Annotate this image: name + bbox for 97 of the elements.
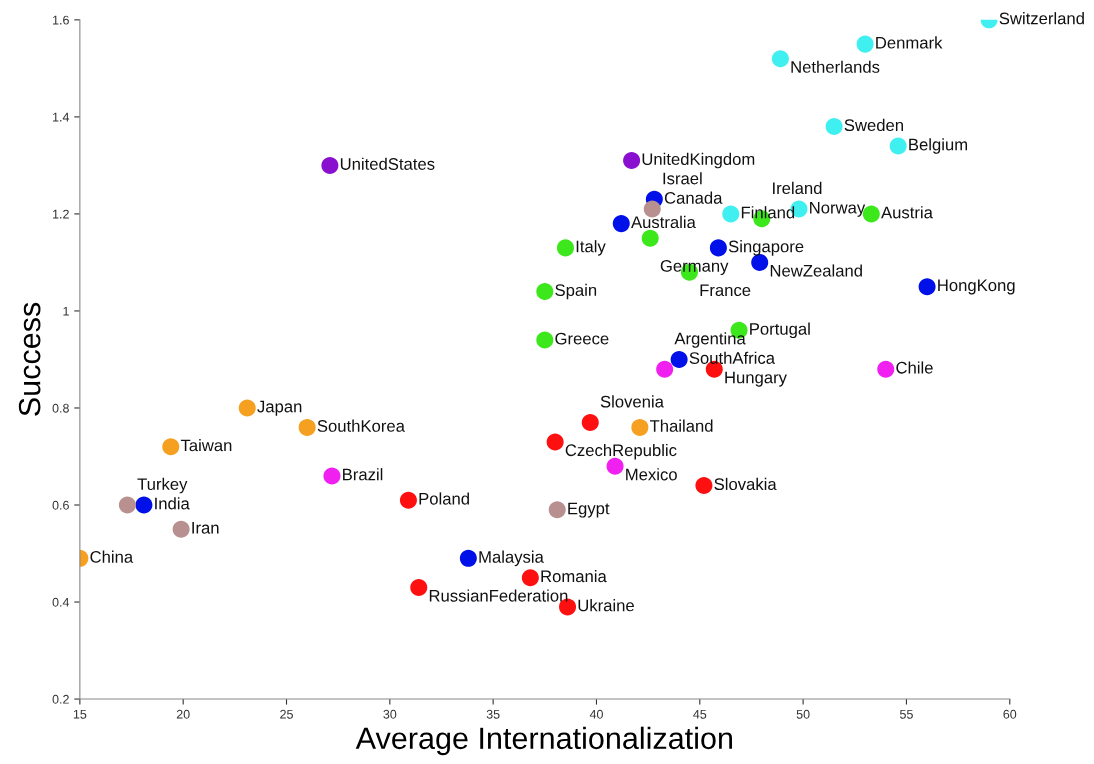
- annotation: Greece: [555, 332, 609, 345]
- annotation: Sweden: [844, 118, 903, 132]
- point: [135, 496, 153, 514]
- annotation: Mexico: [626, 468, 677, 481]
- x-tick-label: 20: [176, 709, 190, 719]
- annotation: UnitedStates: [340, 157, 435, 170]
- point: [641, 229, 659, 247]
- annotation: HongKong: [938, 279, 1015, 295]
- annotation: Brazil: [343, 468, 383, 481]
- point: [298, 418, 316, 436]
- y-tick-label: 1: [63, 306, 69, 316]
- annotation: SouthKorea: [317, 419, 405, 432]
- annotation: Romania: [541, 570, 607, 583]
- x-tick-label: 45: [693, 709, 707, 719]
- y-tick-label: 0.8: [52, 403, 69, 413]
- point: [548, 501, 566, 519]
- annotation: Switzerland: [999, 12, 1084, 25]
- annotation: Spain: [555, 283, 597, 300]
- point: [670, 350, 688, 368]
- point: [722, 205, 740, 223]
- point: [118, 496, 136, 514]
- point: [162, 438, 180, 456]
- point: [877, 360, 895, 378]
- annotation: Thailand: [649, 419, 713, 432]
- y-tick-label: 1.4: [53, 112, 70, 122]
- annotation: China: [90, 550, 134, 563]
- point: [918, 278, 936, 296]
- annotation: Iran: [192, 522, 219, 534]
- annotation: Israel: [663, 172, 702, 185]
- annotation: Taiwan: [180, 439, 232, 452]
- annotation: Argentina: [674, 332, 746, 348]
- annotation: Denmark: [876, 36, 943, 49]
- point: [536, 283, 554, 301]
- annotation: UnitedKingdom: [642, 152, 755, 169]
- point: [695, 477, 713, 495]
- point: [459, 549, 477, 567]
- annotation: RussianFederation: [429, 589, 568, 602]
- x-tick-label: 40: [589, 709, 603, 719]
- point: [410, 578, 428, 596]
- x-tick-label: 25: [280, 709, 293, 719]
- point: [825, 118, 843, 136]
- y-tick-label: 0.4: [52, 597, 70, 607]
- point: [172, 520, 190, 538]
- annotation: Japan: [257, 400, 302, 416]
- point: [581, 414, 599, 432]
- x-tick-label: 35: [486, 709, 500, 719]
- annotation: Hungary: [725, 371, 787, 387]
- annotation: Norway: [810, 201, 866, 217]
- annotation: Ireland: [773, 181, 822, 195]
- point: [323, 467, 341, 485]
- point: [771, 50, 789, 68]
- annotation: NewZealand: [770, 264, 862, 277]
- annotation: Portugal: [750, 322, 810, 339]
- y-tick-label: 1.6: [53, 15, 69, 25]
- annotation: Australia: [631, 215, 696, 229]
- annotation: Ukraine: [578, 599, 634, 612]
- y-tick-label: 0.6: [52, 500, 69, 510]
- point: [889, 137, 907, 155]
- y-tick-label: 1.2: [53, 209, 69, 219]
- y-axis-title: Success: [18, 302, 41, 416]
- annotation: Austria: [881, 206, 933, 219]
- annotation: Chile: [896, 361, 933, 374]
- x-tick-label: 60: [1003, 709, 1017, 719]
- annotation: Egypt: [568, 502, 610, 518]
- annotation: Slovakia: [714, 477, 777, 491]
- x-axis-title: Average Internationalization: [355, 726, 732, 756]
- annotation: India: [155, 497, 190, 510]
- point: [631, 418, 649, 436]
- annotation: Canada: [664, 191, 723, 204]
- x-tick-label: 55: [899, 709, 913, 719]
- x-tick-label: 15: [73, 709, 87, 719]
- annotation: SouthAfrica: [689, 351, 776, 364]
- annotation: CzechRepublic: [565, 443, 677, 460]
- annotation: France: [700, 284, 751, 297]
- x-tick-label: 30: [383, 709, 397, 719]
- point: [238, 399, 256, 417]
- point: [556, 239, 574, 257]
- x-tick-label: 50: [796, 709, 810, 719]
- point: [399, 491, 417, 509]
- y-tick-label: 0.2: [52, 694, 69, 704]
- annotation: Belgium: [909, 138, 968, 154]
- annotation: Malaysia: [479, 550, 544, 567]
- point: [612, 215, 630, 233]
- annotation: Slovenia: [600, 395, 664, 408]
- point: [856, 35, 874, 53]
- point: [709, 239, 727, 257]
- annotation: Poland: [419, 492, 469, 505]
- point: [321, 156, 339, 174]
- annotation: Singapore: [728, 240, 804, 256]
- point: [536, 331, 554, 349]
- point: [521, 569, 539, 587]
- annotation: Netherlands: [791, 60, 880, 73]
- annotation: Turkey: [137, 477, 188, 494]
- point: [656, 360, 674, 378]
- annotation: Italy: [576, 240, 606, 256]
- point: [623, 152, 641, 170]
- point: [546, 433, 564, 451]
